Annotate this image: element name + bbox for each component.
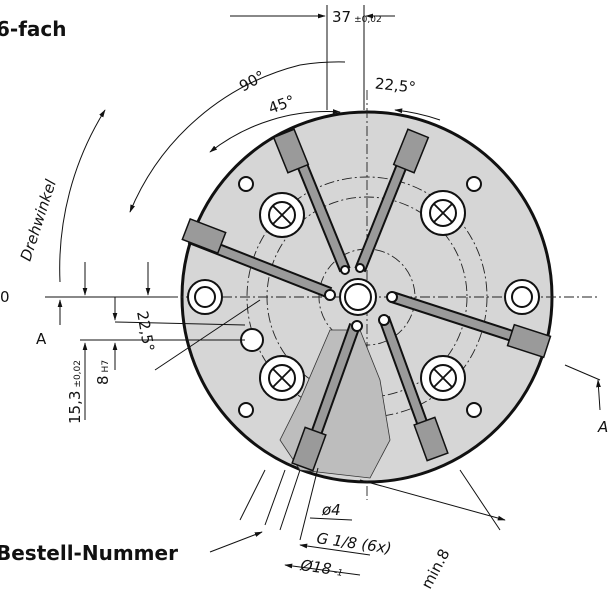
bore-label: 8H7 [94, 360, 112, 385]
drawing-circle [467, 403, 481, 417]
height-label: 15,3 ±0,02 [66, 360, 84, 424]
drawing-circle [387, 292, 397, 302]
diameter-18-label: Ø18-1 [298, 556, 344, 580]
rotation-label: Drehwinkel [17, 177, 60, 264]
drawing-circle [239, 403, 253, 417]
width: 37 [332, 8, 351, 26]
drawing-circle [356, 264, 364, 272]
width-label: 37±0,02 [332, 8, 382, 26]
drawing-line [280, 470, 300, 530]
drawing-line [598, 380, 600, 410]
height: 15,3 [66, 391, 84, 424]
drawing-line [265, 470, 285, 525]
drawing-circle [195, 287, 215, 307]
drawing-circle [325, 290, 335, 300]
drawing-line [240, 470, 265, 520]
angle-45: 45° [266, 91, 297, 117]
order-number: Bestell-Nummer [0, 541, 178, 565]
width-tolerance: ±0,02 [354, 15, 382, 25]
bore-fit: H7 [101, 360, 111, 373]
drawing-line [210, 532, 262, 552]
zero-label: 0 [0, 288, 10, 306]
section-right: A [597, 418, 608, 436]
drawing-circle [467, 177, 481, 191]
min-depth: min.8 [418, 546, 454, 592]
drawing-circle [341, 266, 349, 274]
drawing-circle [379, 315, 389, 325]
drawing-path [300, 62, 345, 65]
diameter-18: Ø18 [298, 556, 332, 578]
page: Technical drawing html, body { margin: 0… [0, 0, 616, 596]
drawing-circle [345, 284, 371, 310]
diameter-4: ø4 [321, 501, 341, 519]
drawing: 6-fach 37±0,02 90° 45° 22,5° Drehwinkel … [0, 0, 616, 596]
bore: 8 [94, 375, 112, 385]
drawing-circle [239, 177, 253, 191]
drawing-line [460, 470, 500, 530]
drawing-circle [352, 321, 362, 331]
drawing-line [360, 480, 505, 520]
height-tolerance: ±0,02 [73, 360, 83, 388]
angle-22-5-left: 22,5° [133, 310, 158, 353]
drawing-line [565, 365, 600, 380]
body: {"title": "6-fach", "labels": { "width":… [0, 0, 616, 596]
drawing-line [300, 468, 318, 540]
diameter-18-tolerance: -1 [333, 568, 343, 579]
angle-90: 90° [236, 67, 268, 95]
drawing-circle [512, 287, 532, 307]
section-left: A [36, 330, 47, 348]
angle-22-5-top: 22,5° [374, 74, 417, 96]
drawing-path [60, 110, 105, 282]
title: 6-fach [0, 17, 67, 41]
